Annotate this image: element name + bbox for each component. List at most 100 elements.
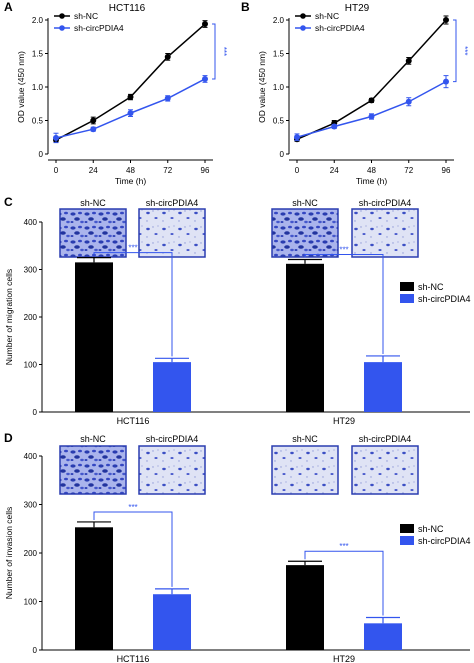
micrograph-label: sh-NC bbox=[292, 434, 318, 444]
data-point bbox=[90, 126, 97, 133]
legend-swatch bbox=[400, 524, 414, 533]
series-line bbox=[55, 23, 206, 141]
category-label: HCT116 bbox=[117, 654, 150, 663]
micrograph-label: sh-circPDIA4 bbox=[359, 434, 412, 444]
micrograph-ht29-nc bbox=[271, 445, 339, 495]
data-point bbox=[202, 21, 208, 28]
micrograph-label: sh-NC bbox=[80, 198, 106, 208]
x-tick-label: 72 bbox=[404, 166, 413, 175]
micrograph-hct116-nc bbox=[59, 208, 127, 258]
significance-label: *** bbox=[128, 244, 137, 253]
y-tick-label: 200 bbox=[24, 549, 38, 558]
bar-chart-migration: 0 100 200 300 400 Number of migration cells HC… bbox=[4, 218, 471, 426]
legend-swatch bbox=[400, 282, 414, 291]
bar bbox=[286, 263, 324, 412]
y-tick-label: 0 bbox=[33, 646, 38, 655]
panel-title-b: HT29 bbox=[345, 3, 370, 14]
panel-letter-a: A bbox=[4, 0, 13, 14]
y-tick-label: 0 bbox=[39, 150, 44, 159]
y-tick-label: 0 bbox=[280, 150, 285, 159]
y-tick-label: 100 bbox=[24, 361, 38, 370]
significance-bracket bbox=[453, 19, 457, 83]
y-tick-label: 200 bbox=[24, 313, 38, 322]
significance-label: *** bbox=[339, 246, 348, 255]
bar bbox=[364, 623, 402, 650]
y-tick-label: 1.5 bbox=[273, 50, 285, 59]
y-axis-label: Number of invasion cells bbox=[4, 507, 14, 600]
micrograph-label: sh-NC bbox=[292, 198, 318, 208]
significance-label: *** bbox=[128, 503, 137, 512]
line-chart-hct116: 0 0.5 1.0 1.5 2.0 0 24 48 72 96 Time (h) OD value (… bbox=[16, 11, 228, 186]
y-tick-label: 300 bbox=[24, 501, 38, 510]
bar bbox=[75, 262, 113, 412]
data-point bbox=[405, 57, 412, 64]
category-label: HCT116 bbox=[117, 416, 150, 426]
line-chart-ht29: 0 0.5 1.0 1.5 2.0 0 24 48 72 96 Time (h) OD value (… bbox=[257, 11, 469, 186]
bar bbox=[364, 362, 402, 412]
bar bbox=[153, 362, 191, 412]
significance-bracket bbox=[93, 511, 173, 587]
x-tick-label: 0 bbox=[295, 166, 300, 175]
data-point bbox=[368, 97, 375, 104]
bar bbox=[75, 527, 113, 650]
micrograph-ht29-circ bbox=[351, 445, 419, 495]
micrograph-hct116-circ bbox=[138, 445, 206, 495]
legend-swatch bbox=[400, 536, 414, 545]
y-axis-label: OD value (450 nm) bbox=[16, 51, 26, 123]
data-point bbox=[127, 94, 134, 101]
significance-label: *** bbox=[219, 47, 228, 56]
bar-chart-invasion: 0 100 200 300 400 Number of invasion cells HCT… bbox=[4, 452, 471, 663]
data-point bbox=[368, 113, 375, 120]
legend-marker bbox=[59, 25, 65, 31]
significance-bracket bbox=[304, 550, 384, 616]
y-tick-label: 300 bbox=[24, 266, 38, 275]
panel-letter-b: B bbox=[241, 0, 250, 14]
y-axis-label: Number of migration cells bbox=[4, 269, 14, 365]
y-tick-label: 1.5 bbox=[32, 50, 44, 59]
data-point bbox=[331, 123, 338, 130]
data-point bbox=[164, 95, 171, 102]
micrograph-label: sh-NC bbox=[80, 434, 106, 444]
y-axis-label: OD value (450 nm) bbox=[257, 51, 267, 123]
y-tick-label: 0.5 bbox=[273, 117, 285, 126]
y-tick-label: 2.0 bbox=[32, 16, 44, 25]
data-point bbox=[294, 134, 300, 141]
x-tick-label: 0 bbox=[54, 166, 59, 175]
y-tick-label: 400 bbox=[24, 218, 38, 227]
legend-swatch bbox=[400, 294, 414, 303]
data-point bbox=[90, 117, 97, 124]
significance-bracket bbox=[93, 252, 173, 357]
micrograph-hct116-circ bbox=[138, 208, 206, 258]
panel-letter-d: D bbox=[4, 431, 13, 445]
data-point bbox=[405, 98, 412, 105]
x-tick-label: 24 bbox=[89, 166, 98, 175]
significance-bracket bbox=[304, 254, 384, 354]
bar bbox=[153, 594, 191, 650]
y-tick-label: 400 bbox=[24, 452, 38, 461]
legend-marker bbox=[59, 13, 65, 19]
x-axis-label: Time (h) bbox=[356, 176, 387, 186]
data-point bbox=[443, 78, 449, 85]
x-tick-label: 48 bbox=[126, 166, 135, 175]
micrographs-invasion: sh-NC sh-circPDIA4 sh-NC sh-circPDIA4 bbox=[59, 434, 419, 495]
micrograph-label: sh-circPDIA4 bbox=[359, 198, 412, 208]
bar bbox=[286, 565, 324, 650]
data-point bbox=[164, 53, 171, 60]
x-tick-label: 72 bbox=[163, 166, 172, 175]
legend-label: sh-NC bbox=[315, 11, 339, 21]
significance-label: *** bbox=[460, 46, 469, 55]
legend-label: sh-NC bbox=[74, 11, 98, 21]
micrograph-label: sh-circPDIA4 bbox=[146, 198, 199, 208]
panel-title-a: HCT116 bbox=[109, 3, 146, 14]
significance-bracket bbox=[212, 23, 216, 80]
data-point bbox=[127, 110, 134, 117]
y-tick-label: 0.5 bbox=[32, 117, 44, 126]
x-tick-label: 24 bbox=[330, 166, 339, 175]
micrograph-hct116-nc bbox=[59, 445, 127, 495]
y-tick-label: 2.0 bbox=[273, 16, 285, 25]
category-label: HT29 bbox=[333, 654, 355, 663]
legend-label: sh-circPDIA4 bbox=[315, 23, 365, 33]
legend-label: sh-NC bbox=[418, 524, 444, 534]
series-line bbox=[296, 19, 447, 140]
micrograph-ht29-circ bbox=[351, 208, 419, 258]
